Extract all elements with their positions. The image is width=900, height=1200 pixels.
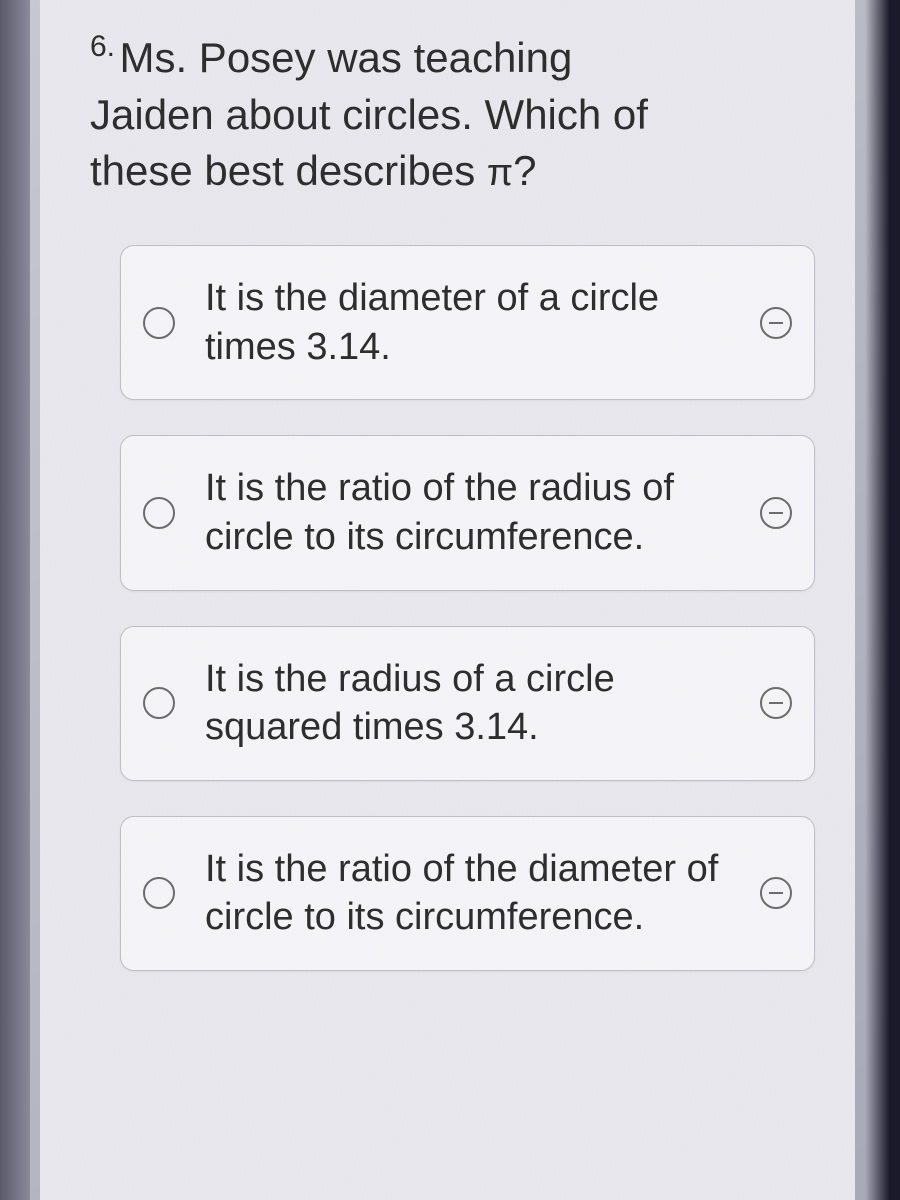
question-text: Ms. Posey was teaching Jaiden about circ… — [90, 34, 648, 194]
collapse-icon[interactable] — [760, 687, 792, 719]
screen-bezel-left — [0, 0, 30, 1200]
option-card-d[interactable]: It is the ratio of the diameter of circl… — [120, 816, 815, 971]
question-text-line2: Jaiden about circles. Which of — [90, 91, 648, 138]
option-text-a: It is the diameter of a circle times 3.1… — [205, 274, 740, 371]
collapse-icon[interactable] — [760, 307, 792, 339]
radio-button-a[interactable] — [143, 307, 175, 339]
question-header: 6. Ms. Posey was teaching Jaiden about c… — [70, 30, 825, 200]
quiz-content-area: 6. Ms. Posey was teaching Jaiden about c… — [40, 0, 855, 1200]
screen-bezel-right — [865, 0, 900, 1200]
option-card-b[interactable]: It is the ratio of the radius of circle … — [120, 435, 815, 590]
collapse-icon[interactable] — [760, 877, 792, 909]
question-text-line1: Ms. Posey was teaching — [119, 34, 572, 81]
question-number: 6. — [90, 30, 115, 63]
radio-button-b[interactable] — [143, 497, 175, 529]
option-text-b: It is the ratio of the radius of circle … — [205, 464, 740, 561]
options-container: It is the diameter of a circle times 3.1… — [70, 245, 825, 971]
question-text-end: ? — [513, 147, 536, 194]
radio-button-d[interactable] — [143, 877, 175, 909]
option-text-d: It is the ratio of the diameter of circl… — [205, 845, 740, 942]
option-card-c[interactable]: It is the radius of a circle squared tim… — [120, 626, 815, 781]
option-card-a[interactable]: It is the diameter of a circle times 3.1… — [120, 245, 815, 400]
pi-symbol: π — [487, 152, 513, 194]
question-text-line3: these best describes — [90, 147, 487, 194]
radio-button-c[interactable] — [143, 687, 175, 719]
collapse-icon[interactable] — [760, 497, 792, 529]
option-text-c: It is the radius of a circle squared tim… — [205, 655, 740, 752]
